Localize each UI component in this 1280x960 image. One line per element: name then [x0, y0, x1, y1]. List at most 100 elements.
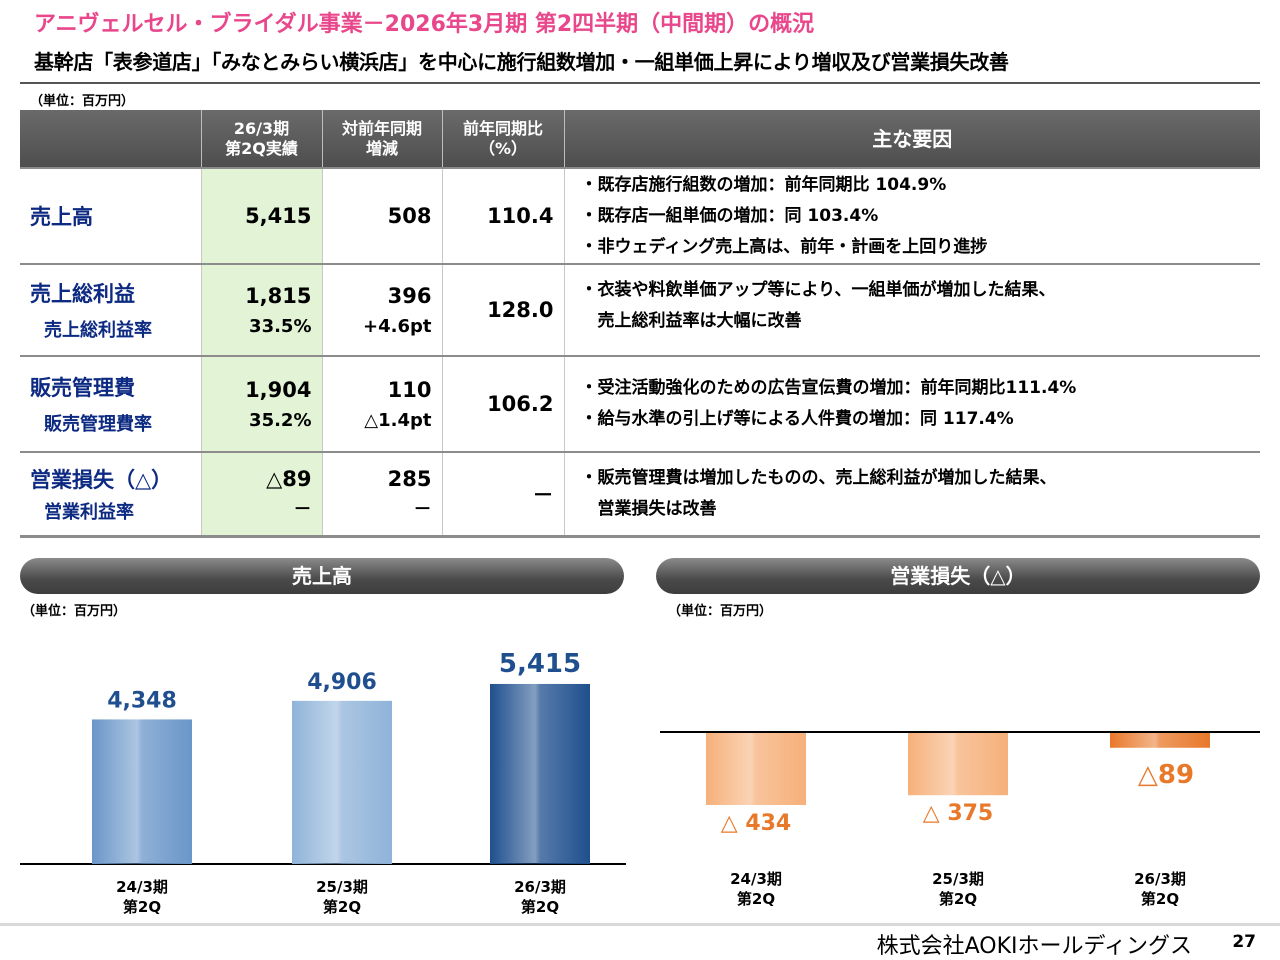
row-factors: ・販売管理費は増加したものの、売上総利益が増加した結果、 営業損失は改善	[563, 451, 1260, 538]
factor-line: ・非ウェディング売上高は、前年・計画を上回り進捗	[580, 236, 988, 257]
row-change: 396 +4.6pt	[321, 263, 442, 356]
header-actual: 26/3期 第2Q実績	[200, 110, 322, 168]
row-label: 売上高	[20, 167, 201, 264]
bar	[490, 683, 590, 864]
row-change: 285 －	[321, 451, 442, 538]
ratio-value: －	[532, 482, 554, 507]
row-label: 販売管理費 販売管理費率	[20, 355, 201, 452]
sales-chart-header: 売上高	[20, 558, 624, 594]
row-factors: ・既存店施行組数の増加：前年同期比 104.9% ・既存店一組単価の増加：同 1…	[563, 167, 1260, 264]
factor-line: 営業損失は改善	[580, 498, 717, 519]
table-row-sales: 売上高 5,415 508 110.4 ・既存店施行組数の増加：前年同期比 10…	[20, 167, 1260, 264]
bar	[908, 733, 1008, 796]
operating-loss-chart-header: 営業損失（△）	[656, 558, 1260, 594]
footer-divider	[0, 923, 1280, 926]
row-ratio: －	[441, 451, 564, 538]
data-label: 4,348	[107, 688, 177, 713]
header-blank	[20, 110, 201, 168]
table-row-operating-loss: 営業損失（△） 営業利益率 △89 － 285 － － ・販売管理費は増加したも…	[20, 451, 1260, 538]
actual-sub-value: －	[293, 498, 312, 520]
row-label-sub: 営業利益率	[44, 501, 134, 523]
actual-sub-value: 35.2%	[249, 409, 312, 431]
row-change: 110 △1.4pt	[321, 355, 442, 452]
actual-sub-value: 33.5%	[249, 315, 312, 337]
change-sub-value: △1.4pt	[364, 409, 432, 431]
page-subtitle: 基幹店「表参道店」「みなとみらい横浜店」を中心に施行組数増加・一組単価上昇により…	[34, 50, 1009, 74]
bar	[92, 719, 192, 864]
title-divider	[20, 82, 1260, 84]
row-change: 508	[321, 167, 442, 264]
x-tick-label: 26/3期第2Q	[1134, 870, 1186, 908]
bar	[706, 733, 806, 805]
row-label-main: 売上総利益	[30, 282, 135, 306]
row-factors: ・受注活動強化のための広告宣伝費の増加：前年同期比111.4% ・給与水準の引上…	[563, 355, 1260, 452]
row-actual: 1,815 33.5%	[200, 263, 322, 356]
header-line: 26/3期	[233, 118, 290, 138]
factor-line: ・受注活動強化のための広告宣伝費の増加：前年同期比111.4%	[580, 378, 1077, 398]
sales-chart-unit: （単位：百万円）	[22, 604, 127, 619]
change-value: 110	[387, 377, 432, 402]
bar	[292, 700, 392, 864]
table-row-gross-profit: 売上総利益 売上総利益率 1,815 33.5% 396 +4.6pt 128.…	[20, 263, 1260, 356]
factor-line: ・既存店一組単価の増加：同 103.4%	[580, 205, 879, 226]
actual-value: 1,904	[245, 377, 312, 402]
row-label-sub: 売上総利益率	[44, 320, 152, 341]
bar	[1110, 733, 1210, 748]
row-ratio: 128.0	[441, 263, 564, 356]
results-table: 26/3期 第2Q実績 対前年同期 増減 前年同期比 （%） 主な要因 売上高 5,4…	[20, 110, 1260, 538]
row-factors: ・衣装や料飲単価アップ等により、一組単価が増加した結果、 売上総利益率は大幅に改…	[563, 263, 1260, 356]
row-ratio: 106.2	[441, 355, 564, 452]
change-value: 396	[387, 283, 432, 308]
table-unit-label: （単位：百万円）	[30, 94, 135, 109]
data-label: △89	[1138, 760, 1194, 790]
row-label: 営業損失（△） 営業利益率	[20, 451, 201, 538]
x-tick-label: 25/3期第2Q	[316, 878, 368, 916]
operating-loss-bar-chart: △ 434 △ 375 △89 24/3期第2Q 25/3期第2Q 26/3期第2Q	[660, 731, 1260, 908]
ratio-value: 106.2	[487, 392, 554, 416]
x-tick-label: 26/3期第2Q	[514, 878, 566, 916]
data-label: 4,906	[307, 670, 377, 695]
actual-value: 1,815	[245, 283, 312, 308]
row-ratio: 110.4	[441, 167, 564, 264]
factor-line: ・既存店施行組数の増加：前年同期比 104.9%	[580, 174, 947, 195]
x-tick-label: 25/3期第2Q	[932, 870, 984, 908]
row-actual: 1,904 35.2%	[200, 355, 322, 452]
header-change: 対前年同期 増減	[321, 110, 442, 168]
data-label: △ 434	[721, 811, 792, 836]
change-sub-value: +4.6pt	[363, 315, 432, 337]
row-label-main: 販売管理費	[30, 376, 135, 400]
operating-loss-chart-unit: （単位：百万円）	[668, 604, 773, 619]
x-tick-label: 24/3期第2Q	[116, 878, 168, 916]
row-label-sub: 販売管理費率	[44, 414, 152, 435]
change-value: 285	[387, 466, 432, 491]
header-ratio: 前年同期比 （%）	[441, 110, 564, 168]
x-tick-label: 24/3期第2Q	[730, 870, 782, 908]
row-actual: △89 －	[200, 451, 322, 538]
page-title: アニヴェルセル・ブライダル事業－2026年3月期 第2四半期（中間期）の概況	[34, 12, 815, 37]
factor-line: ・販売管理費は増加したものの、売上総利益が増加した結果、	[580, 467, 1057, 488]
factor-line: 売上総利益率は大幅に改善	[580, 311, 802, 331]
change-sub-value: －	[413, 498, 432, 520]
actual-value: 5,415	[245, 204, 312, 228]
header-line: （%）	[478, 138, 528, 158]
data-label: 5,415	[499, 649, 581, 679]
row-label-main: 売上高	[30, 205, 93, 229]
factor-line: ・給与水準の引上げ等による人件費の増加：同 117.4%	[580, 409, 1014, 429]
ratio-value: 128.0	[487, 298, 554, 322]
factor-line: ・衣装や料飲単価アップ等により、一組単価が増加した結果、	[580, 280, 1056, 300]
table-header-row: 26/3期 第2Q実績 対前年同期 増減 前年同期比 （%） 主な要因	[20, 110, 1260, 168]
row-label: 売上総利益 売上総利益率	[20, 263, 201, 356]
header-line: 前年同期比	[462, 118, 543, 138]
row-actual: 5,415	[200, 167, 322, 264]
page-number: 27	[1232, 932, 1256, 952]
ratio-value: 110.4	[487, 204, 554, 228]
actual-value: △89	[266, 466, 312, 491]
footer-company-name: 株式会社AOKIホールディングス	[876, 934, 1192, 959]
sales-bar-chart: 4,348 4,906 5,415 24/3期第2Q 25/3期第2Q 26/3期第2Q	[20, 649, 626, 916]
header-line: 第2Q実績	[225, 138, 298, 158]
row-label-main: 営業損失（△）	[30, 467, 173, 492]
header-line: 増減	[365, 138, 398, 158]
header-factors: 主な要因	[563, 110, 1260, 168]
table-row-sga: 販売管理費 販売管理費率 1,904 35.2% 110 △1.4pt 106.…	[20, 355, 1260, 452]
data-label: △ 375	[923, 801, 994, 826]
